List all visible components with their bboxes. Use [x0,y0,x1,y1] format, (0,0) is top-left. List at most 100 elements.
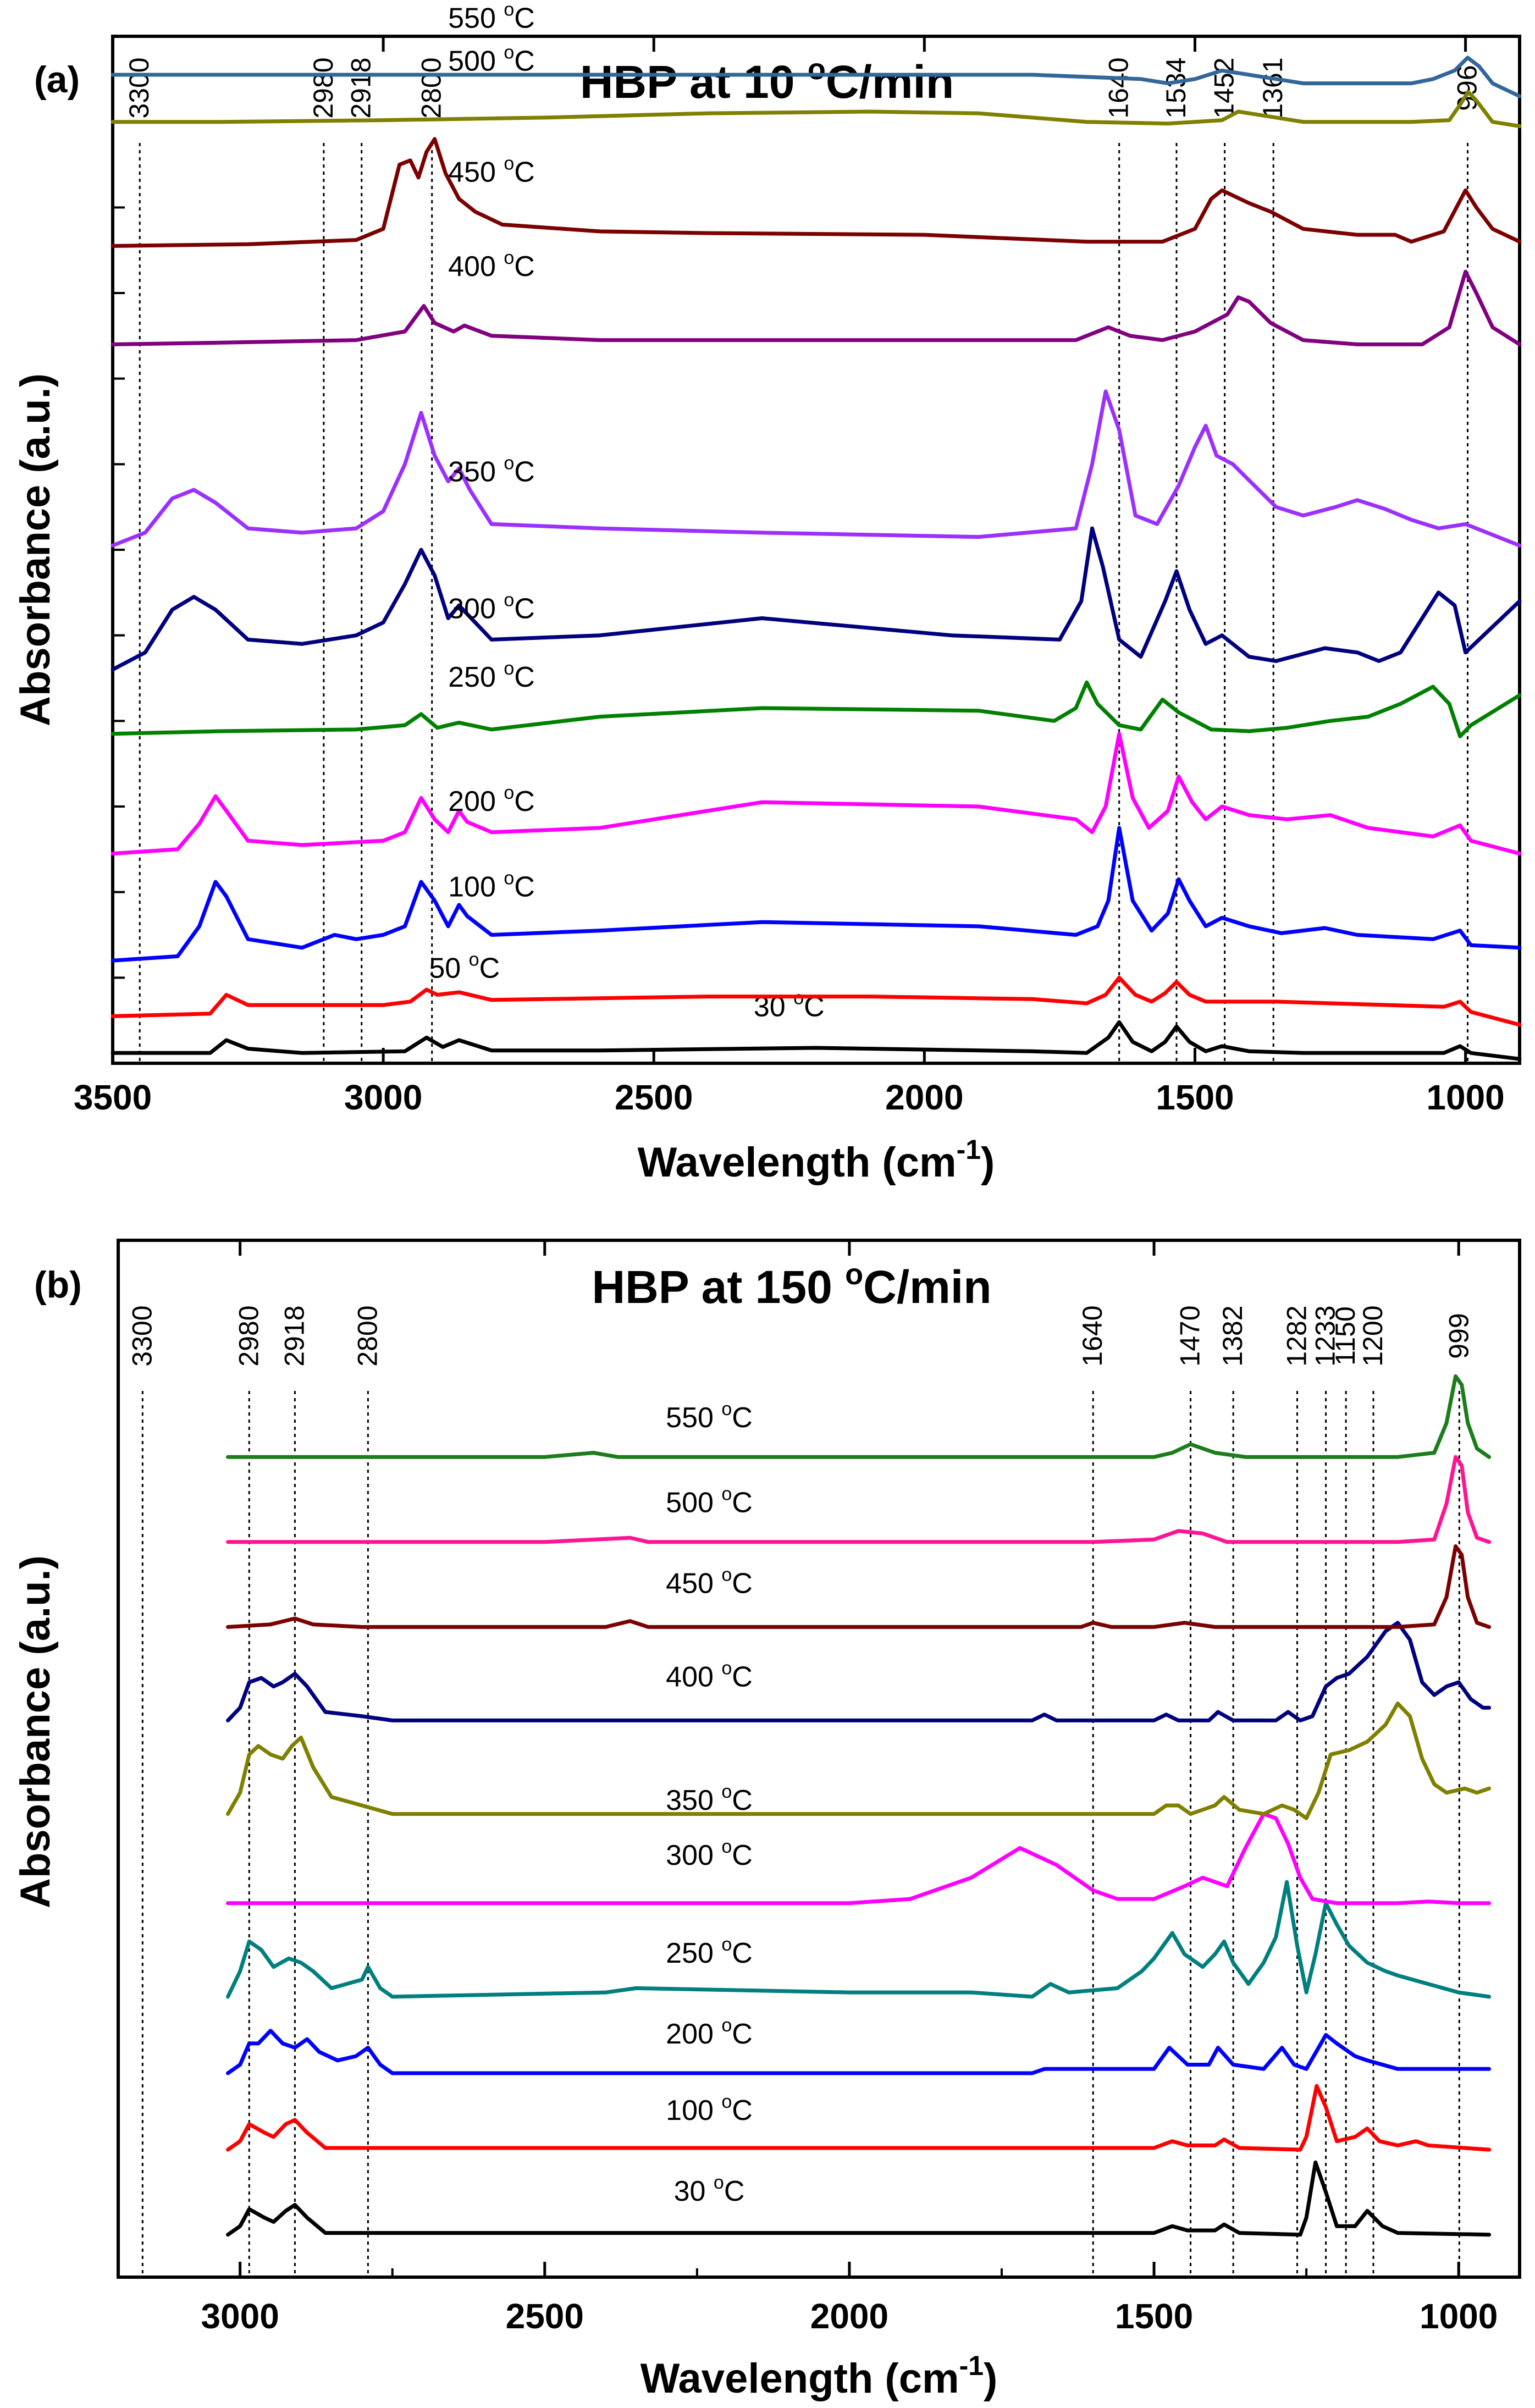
series-label: 350 oC [666,1781,753,1816]
series-label-degree: o [721,1399,732,1420]
series-label-degree: o [504,590,514,611]
x-tick-label: 3500 [74,1078,152,1117]
series-label: 250 oC [666,1934,753,1969]
reference-line-label: 2800 [416,57,447,118]
reference-line-label: 1233 [1310,1305,1341,1366]
series-line [111,137,1522,248]
x-tick-label: 1500 [1156,1078,1234,1117]
series-label-unit: C [514,2,535,34]
chart-title: HBP at 10 oC/min [580,53,954,108]
series-label-degree: o [721,1934,732,1955]
series-label-degree: o [504,0,514,20]
series-label: 350 oC [448,452,535,488]
series-label-degree: o [721,1836,732,1857]
series-label: 250 oC [448,658,535,693]
x-tick-label: 1000 [1420,2296,1498,2336]
series-line [226,1621,1492,1722]
series-label-unit: C [514,661,535,693]
reference-line-label: 1534 [1161,57,1191,118]
plot-frame [117,1239,1521,2279]
panel-label: (b) [34,1264,82,1306]
series-label-value: 300 [448,593,504,625]
series-label: 30 oC [674,2172,745,2207]
series-label-degree: o [504,452,514,473]
chart-title-degree: o [845,1258,863,1291]
series-label-value: 200 [448,786,504,818]
series-line [111,269,1522,346]
series-line [111,90,1522,128]
chart-title-main: HBP at 10 [580,56,808,108]
series-label: 500 oC [666,1484,753,1519]
series-label-unit: C [514,871,535,903]
series-label-unit: C [514,786,535,818]
x-tick-label: 2500 [506,2296,584,2336]
series-label-value: 450 [448,157,504,189]
series-label-unit: C [514,157,535,189]
series-line [111,732,1522,856]
x-axis-label-main: Wavelength (cm [640,2355,959,2402]
reference-line-label: 1361 [1257,57,1288,118]
x-tick-label: 1000 [1426,1078,1504,1117]
series-label-degree: o [721,1565,732,1586]
series-label-value: 250 [666,1937,721,1969]
series-label-value: 500 [666,1487,721,1519]
series-label-value: 200 [666,2018,721,2050]
series-line [111,389,1522,548]
series-line [226,1702,1492,1820]
series-line [111,526,1522,672]
series-label: 200 oC [448,782,535,818]
series-label-value: 550 [666,1402,721,1434]
series-line [226,1880,1492,1999]
series-label: 100 oC [448,868,535,903]
chart-title-unit: C/min [826,56,954,108]
series-line [111,975,1522,1027]
series-label-degree: o [721,1658,732,1679]
series-line [111,1020,1522,1061]
series-label: 550 oC [448,0,535,34]
reference-line-label: 1382 [1217,1305,1248,1366]
series-label: 30 oC [754,987,825,1023]
x-tick-label: 2000 [885,1078,963,1117]
series-label-value: 30 [674,2175,714,2207]
x-tick-label: 3000 [344,1078,422,1117]
series-label-degree: o [469,949,479,970]
chart-title-unit: C/min [863,1261,991,1313]
series-label-value: 400 [666,1661,721,1693]
series-label-degree: o [504,782,514,803]
reference-line-label: 1640 [1103,57,1134,118]
x-axis-label-superscript: -1 [959,2350,984,2381]
series-label: 100 oC [666,2091,753,2127]
series-label-degree: o [721,2015,732,2036]
series-label-value: 450 [666,1568,721,1600]
series-label-value: 250 [448,661,504,693]
series-label-value: 100 [448,871,504,903]
series-label-value: 500 [448,45,504,77]
series-line [111,56,1522,98]
series-label-degree: o [721,1781,732,1802]
y-axis-label: Absorbance (a.u.) [12,373,59,726]
series-label: 200 oC [666,2015,753,2050]
series-label-degree: o [504,42,514,63]
series-label-degree: o [504,868,514,888]
x-tick-label: 2000 [810,2296,888,2336]
reference-line-label: 3300 [126,1305,157,1366]
x-tick-label: 1500 [1115,2296,1193,2336]
series-label-value: 50 [429,952,468,984]
series-label-value: 350 [448,456,504,488]
x-tick-label: 3000 [201,2296,279,2336]
series-label-degree: o [504,247,514,268]
series-line [111,680,1522,738]
series-label-degree: o [504,658,514,679]
reference-line-label: 1150 [1330,1306,1361,1366]
series-line [226,1455,1492,1544]
series-label-unit: C [732,1840,753,1871]
reference-line-label: 1640 [1077,1305,1108,1366]
series-label-unit: C [732,1661,753,1693]
series-label-unit: C [514,456,535,488]
x-axis-label-superscript: -1 [957,1134,981,1165]
series-label-value: 100 [666,2095,721,2127]
series-label: 500 oC [448,42,535,77]
